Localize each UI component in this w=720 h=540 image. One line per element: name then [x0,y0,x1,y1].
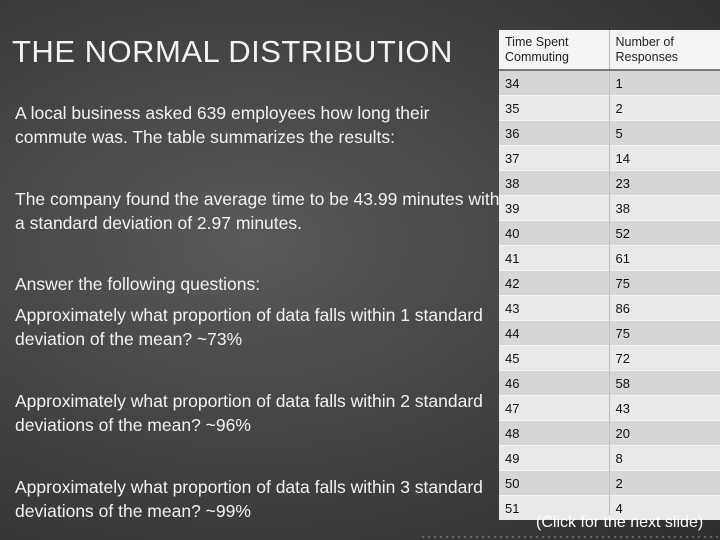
commute-table: Time Spent Commuting Number of Responses… [499,30,720,520]
next-slide-link[interactable]: (Click for the next slide) [536,514,704,531]
table-row: 38 23 [499,170,720,196]
table-row: 46 58 [499,370,720,396]
cell-responses: 86 [609,295,720,321]
table-row: 49 8 [499,445,720,471]
table-row: 44 75 [499,320,720,346]
table-row: 37 14 [499,145,720,171]
slide-title: THE NORMAL DISTRIBUTION [12,34,453,69]
cell-time: 43 [499,295,610,321]
cell-responses: 20 [609,420,720,446]
cell-responses: 23 [609,170,720,196]
question-2: Approximately what proportion of data fa… [15,391,483,435]
cell-time: 36 [499,120,610,146]
cell-responses: 52 [609,220,720,246]
cell-time: 37 [499,145,610,171]
header-time-spent: Time Spent Commuting [499,30,610,71]
table-row: 51 4 [499,495,720,520]
intro-text: A local business asked 639 employees how… [15,103,430,147]
questions-prompt: Answer the following questions: [15,274,261,294]
cell-time: 40 [499,220,610,246]
table-row: 43 86 [499,295,720,321]
dotted-decoration [420,534,720,540]
cell-time: 51 [499,495,610,520]
cell-responses: 58 [609,370,720,396]
cell-time: 47 [499,395,610,421]
cell-responses: 5 [609,120,720,146]
cell-time: 48 [499,420,610,446]
cell-responses: 2 [609,95,720,121]
table-row: 40 52 [499,220,720,246]
table-row: 34 1 [499,69,720,96]
cell-responses: 1 [609,69,720,96]
header-responses: Number of Responses [609,30,720,71]
cell-responses: 8 [609,445,720,471]
stats-text: The company found the average time to be… [15,189,500,233]
cell-time: 35 [499,95,610,121]
question-1: Approximately what proportion of data fa… [15,305,483,349]
cell-time: 44 [499,320,610,346]
cell-responses: 14 [609,145,720,171]
cell-time: 42 [499,270,610,296]
table-row: 45 72 [499,345,720,371]
cell-time: 46 [499,370,610,396]
cell-time: 45 [499,345,610,371]
cell-responses: 75 [609,320,720,346]
cell-responses: 72 [609,345,720,371]
table-body: 34 1 35 2 36 5 37 14 38 23 39 38 40 52 41 61 42 75 43 86 44 7… [499,69,720,520]
cell-time: 50 [499,470,610,496]
table-row: 48 20 [499,420,720,446]
cell-time: 34 [499,69,610,96]
table-header-row: Time Spent Commuting Number of Responses [499,30,720,71]
table-row: 36 5 [499,120,720,146]
table-row: 39 38 [499,195,720,221]
cell-responses: 61 [609,245,720,271]
cell-responses: 75 [609,270,720,296]
table-row: 47 43 [499,395,720,421]
question-3: Approximately what proportion of data fa… [15,477,483,521]
cell-responses: 38 [609,195,720,221]
cell-responses: 2 [609,470,720,496]
table-row: 41 61 [499,245,720,271]
cell-time: 39 [499,195,610,221]
cell-responses: 43 [609,395,720,421]
cell-time: 49 [499,445,610,471]
table-row: 50 2 [499,470,720,496]
table-row: 35 2 [499,95,720,121]
table-row: 42 75 [499,270,720,296]
cell-responses: 4 [609,495,720,520]
cell-time: 41 [499,245,610,271]
cell-time: 38 [499,170,610,196]
